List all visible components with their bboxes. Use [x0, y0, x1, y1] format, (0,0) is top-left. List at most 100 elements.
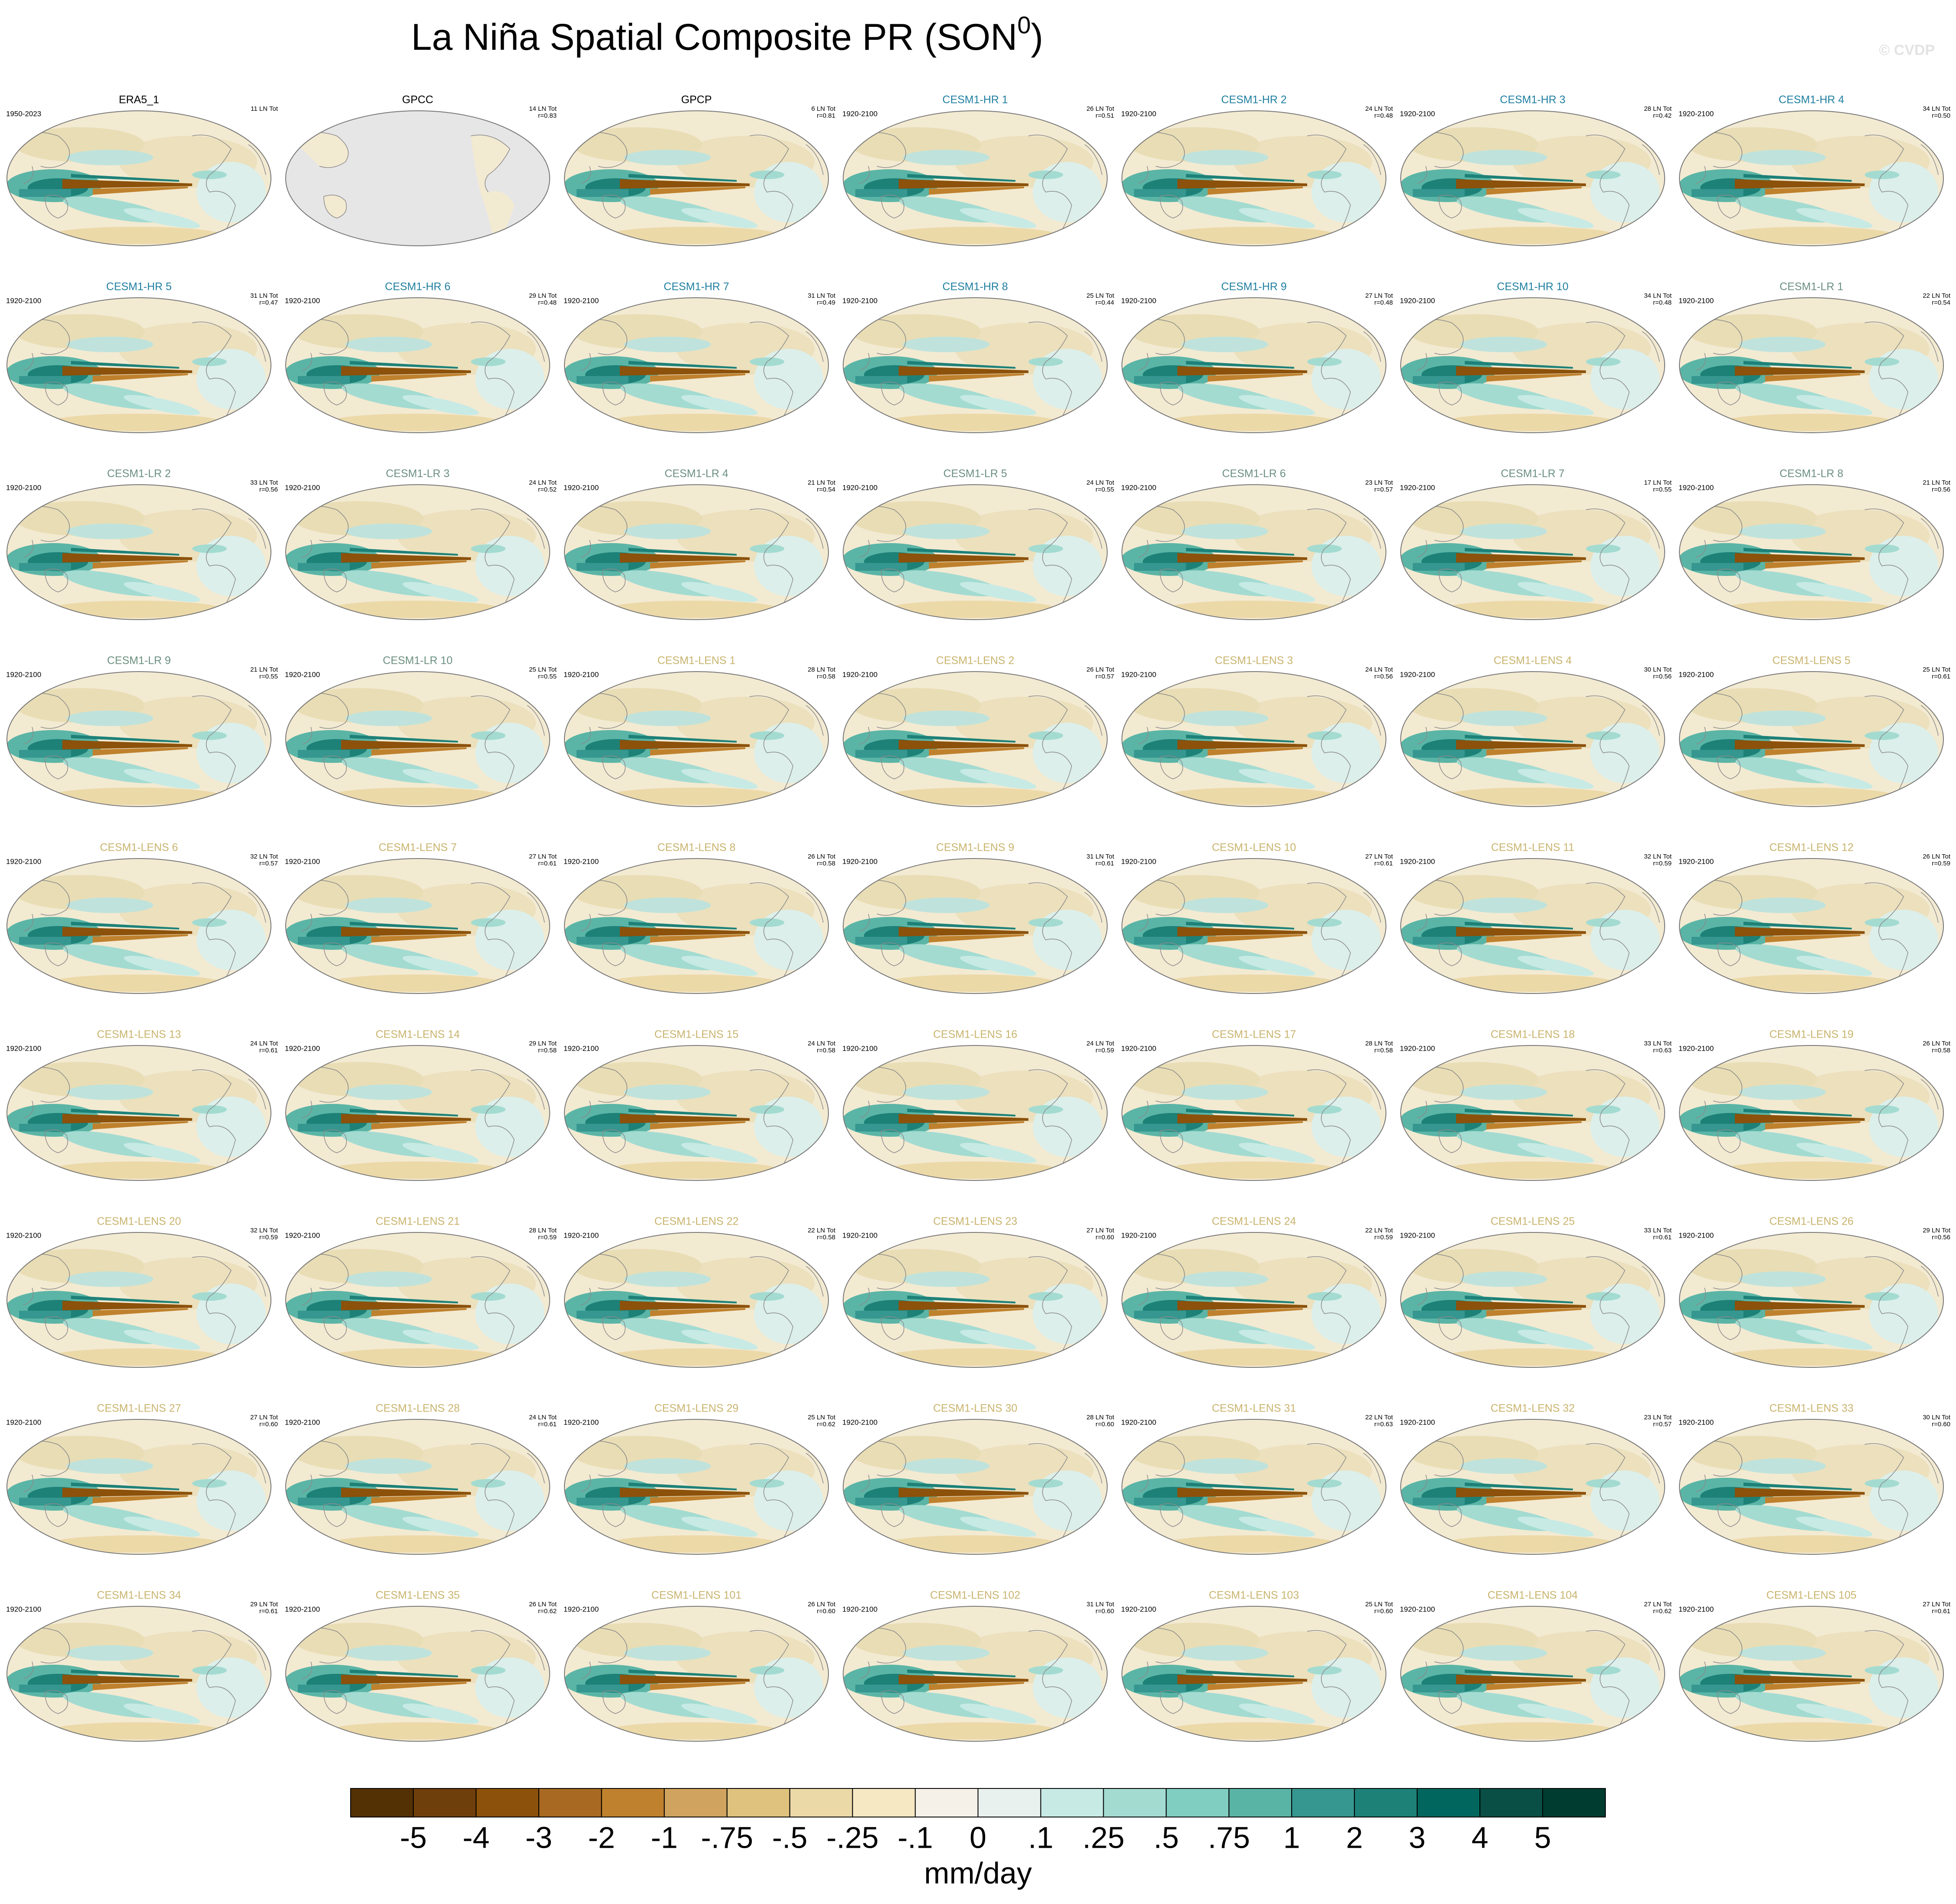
period: 1920-2100 [1400, 483, 1435, 492]
map [564, 671, 829, 808]
pattern-correlation: r=0.42 [1653, 112, 1672, 119]
pattern-correlation: r=0.44 [1096, 299, 1114, 306]
event-count: 31 LN Tot [808, 292, 836, 299]
event-count: 28 LN Tot [1644, 105, 1672, 113]
panel-title: CESM1-LR 8 [1779, 468, 1843, 480]
panel-title: CESM1-HR 2 [1221, 94, 1286, 106]
colorbar-box [601, 1788, 665, 1817]
map [1400, 484, 1666, 621]
event-count: 25 LN Tot [1923, 666, 1951, 673]
period: 1920-2100 [842, 1231, 877, 1239]
period: 1920-2100 [842, 857, 877, 865]
event-count: 22 LN Tot [808, 1227, 836, 1234]
panel-title: CESM1-HR 10 [1497, 281, 1568, 293]
map [1400, 858, 1666, 995]
event-count: 33 LN Tot [1644, 1040, 1672, 1047]
panel-title: CESM1-LENS 19 [1769, 1029, 1854, 1041]
panel-title: CESM1-LENS 103 [1209, 1589, 1299, 1602]
panel-title: CESM1-HR 5 [106, 281, 171, 293]
pattern-correlation: r=0.60 [1096, 1234, 1114, 1241]
period: 1920-2100 [564, 1044, 599, 1052]
event-count: 24 LN Tot [1086, 479, 1115, 486]
colorbar-box [475, 1788, 539, 1817]
event-count: 30 LN Tot [1923, 1414, 1951, 1421]
colorbar-box [915, 1788, 979, 1817]
pattern-correlation: r=0.61 [259, 1608, 278, 1615]
period: 1920-2100 [1679, 483, 1714, 492]
pattern-correlation: r=0.58 [1932, 1047, 1950, 1054]
title-main: La Niña Spatial Composite PR (SON [411, 16, 1017, 58]
map [285, 297, 551, 434]
colorbar-box [664, 1788, 728, 1817]
event-count: 31 LN Tot [1086, 853, 1115, 860]
pattern-correlation: r=0.56 [1653, 673, 1672, 680]
panel-title: CESM1-HR 7 [664, 281, 729, 293]
event-count: 23 LN Tot [1644, 1414, 1672, 1421]
pattern-correlation: r=0.51 [1096, 112, 1114, 119]
pattern-correlation: r=0.52 [538, 486, 557, 493]
event-count: 14 LN Tot [529, 105, 557, 113]
event-count: 27 LN Tot [250, 1414, 278, 1421]
map [1121, 1605, 1387, 1743]
panel-title: CESM1-LENS 24 [1212, 1216, 1296, 1228]
pattern-correlation: r=0.55 [259, 673, 278, 680]
map [1400, 1045, 1666, 1182]
event-count: 27 LN Tot [529, 853, 557, 860]
pattern-correlation: r=0.59 [1932, 860, 1950, 867]
pattern-correlation: r=0.59 [1374, 1234, 1393, 1241]
map [1121, 297, 1387, 434]
event-count: 29 LN Tot [1923, 1227, 1951, 1234]
period: 1920-2100 [6, 1044, 41, 1052]
period: 1920-2100 [842, 296, 877, 305]
pattern-correlation: r=0.61 [538, 1421, 557, 1428]
map [6, 1418, 272, 1556]
period: 1920-2100 [1121, 483, 1156, 492]
map [1121, 1045, 1387, 1182]
map [564, 858, 829, 995]
event-count: 31 LN Tot [1086, 1601, 1115, 1608]
pattern-correlation: r=0.59 [538, 1234, 557, 1241]
colorbar-box [789, 1788, 853, 1817]
period: 1920-2100 [6, 483, 41, 492]
period: 1920-2100 [1679, 109, 1714, 118]
colorbar-label: -5 [400, 1820, 427, 1854]
map [1121, 1418, 1387, 1556]
pattern-correlation: r=0.57 [259, 860, 278, 867]
pattern-correlation: r=0.60 [259, 1421, 278, 1428]
colorbar-box [1479, 1788, 1544, 1817]
period: 1950-2023 [6, 109, 41, 118]
period: 1920-2100 [1679, 1231, 1714, 1239]
map [1400, 110, 1666, 247]
period: 1920-2100 [564, 857, 599, 865]
period: 1920-2100 [842, 1044, 877, 1052]
event-count: 11 LN Tot [251, 105, 278, 113]
pattern-correlation: r=0.58 [817, 673, 835, 680]
colorbar-label: -4 [463, 1820, 490, 1854]
panel-title: CESM1-LR 2 [107, 468, 171, 480]
colorbar-label: .5 [1154, 1820, 1179, 1854]
panel-title: CESM1-LENS 34 [97, 1589, 181, 1602]
event-count: 6 LN Tot [811, 105, 835, 113]
period: 1920-2100 [1679, 1044, 1714, 1052]
pattern-correlation: r=0.58 [817, 860, 835, 867]
panel-title: ERA5_1 [119, 94, 159, 106]
panel-title: CESM1-LENS 23 [933, 1216, 1018, 1228]
period: 1920-2100 [6, 857, 41, 865]
colorbar-label: .1 [1028, 1820, 1053, 1854]
event-count: 27 LN Tot [1923, 1601, 1951, 1608]
map [1121, 671, 1387, 808]
period: 1920-2100 [1121, 109, 1156, 118]
period: 1920-2100 [1121, 1605, 1156, 1613]
map [1679, 1045, 1944, 1182]
event-count: 34 LN Tot [1923, 105, 1951, 113]
period: 1920-2100 [564, 1231, 599, 1239]
panel-title: CESM1-LENS 8 [657, 842, 736, 854]
map [564, 1232, 829, 1369]
panel-title: CESM1-LENS 2 [936, 655, 1015, 667]
event-count: 27 LN Tot [1365, 853, 1393, 860]
event-count: 24 LN Tot [529, 479, 557, 486]
period: 1920-2100 [6, 1605, 41, 1613]
map [842, 297, 1108, 434]
panel-title: CESM1-LENS 104 [1488, 1589, 1578, 1602]
pattern-correlation: r=0.56 [1932, 486, 1950, 493]
